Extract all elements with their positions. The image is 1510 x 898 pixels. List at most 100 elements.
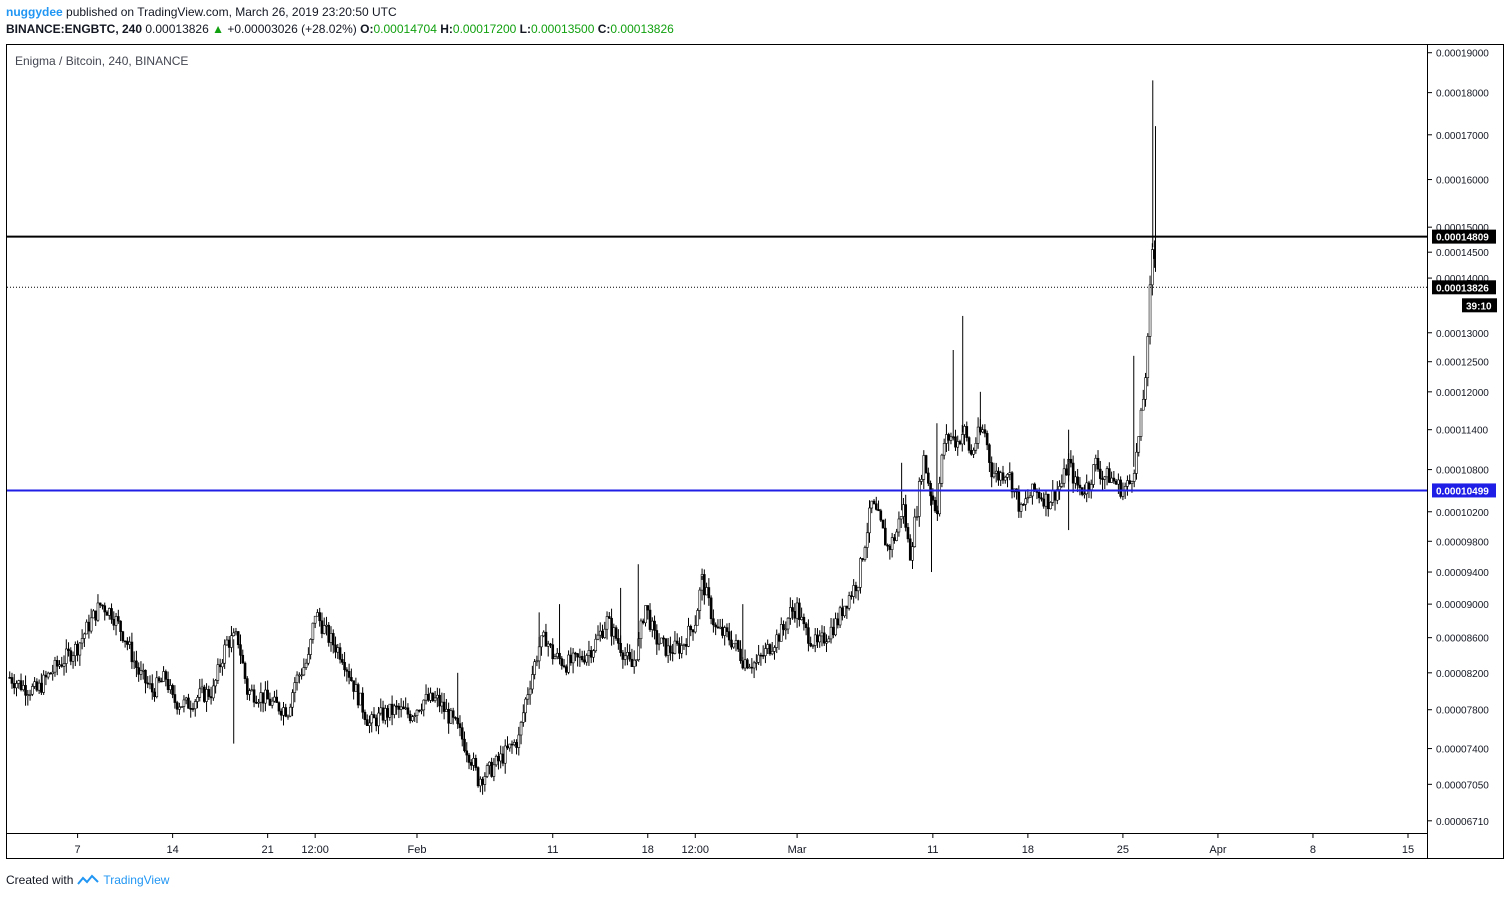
created-with-text: Created with	[6, 873, 74, 887]
candle-body	[10, 677, 14, 684]
candle-body	[963, 426, 966, 435]
candle-body	[155, 677, 159, 698]
candle-body	[279, 710, 283, 716]
candle-body	[40, 682, 43, 693]
candle-body	[85, 621, 88, 635]
candle-body	[732, 643, 736, 648]
candle-body	[96, 602, 100, 621]
candle-body	[571, 652, 575, 664]
candle-body	[291, 692, 294, 708]
candle-body	[110, 608, 113, 620]
candle-body	[103, 605, 107, 613]
candle-body	[960, 434, 964, 445]
candle-body	[902, 504, 905, 517]
candle-body	[510, 743, 514, 746]
y-tick-label: 0.00010800	[1436, 466, 1489, 477]
candle-body	[166, 679, 170, 690]
candle-body	[1044, 493, 1048, 507]
candle-body	[1101, 478, 1104, 480]
candle-body	[917, 481, 921, 517]
y-tick-label: 0.00018000	[1436, 89, 1489, 100]
candles-group	[8, 80, 1156, 795]
candle-body	[994, 470, 998, 474]
candle-body	[347, 671, 351, 678]
candle-body	[225, 639, 229, 646]
candle-body	[83, 633, 86, 639]
candle-body	[1126, 480, 1129, 487]
candle-body	[1051, 489, 1055, 503]
candle-body	[1139, 409, 1143, 437]
candle-body	[608, 616, 611, 619]
candle-body	[752, 662, 756, 669]
candle-body	[716, 626, 720, 629]
candle-body	[221, 662, 224, 668]
tradingview-link[interactable]: TradingView	[103, 873, 170, 887]
candle-body	[92, 610, 95, 619]
candle-body	[899, 516, 903, 520]
candle-body	[460, 727, 464, 740]
change-value: +0.00003026 (+28.02%)	[227, 22, 357, 36]
candle-body	[141, 669, 145, 672]
candle-body	[207, 689, 211, 697]
candle-body	[1053, 489, 1057, 501]
candle-body	[841, 607, 844, 617]
candle-body	[850, 595, 853, 597]
candle-body	[1017, 491, 1021, 512]
candle-body	[759, 654, 763, 657]
last-price: 0.00013826	[145, 22, 209, 36]
candle-body	[881, 519, 885, 529]
candle-body	[610, 617, 613, 637]
candle-body	[662, 637, 665, 640]
candle-body	[300, 674, 303, 677]
candle-body	[44, 674, 48, 678]
candle-body	[617, 638, 620, 644]
candle-body	[119, 620, 122, 632]
candle-body	[922, 455, 926, 480]
tradingview-logo-icon[interactable]	[77, 874, 100, 886]
candle-body	[533, 661, 536, 675]
candle-body	[379, 707, 383, 714]
candle-body	[71, 655, 75, 662]
author-name[interactable]: nuggydee	[6, 5, 63, 19]
candle-body	[784, 628, 788, 631]
candle-body	[112, 619, 116, 626]
candle-body	[741, 660, 745, 669]
candle-body	[139, 670, 143, 675]
candle-body	[1001, 472, 1005, 481]
y-tick-label: 0.00007050	[1436, 780, 1489, 791]
candle-body	[202, 686, 206, 702]
candle-body	[626, 652, 629, 657]
y-tick-label: 0.00013000	[1436, 329, 1489, 340]
candle-body	[334, 644, 337, 653]
candle-body	[997, 470, 1000, 481]
candle-body	[257, 701, 260, 704]
y-tick-label: 0.00011400	[1436, 426, 1489, 437]
candle-body	[313, 615, 317, 624]
candle-body	[1078, 484, 1082, 488]
candle-body	[474, 758, 478, 768]
candle-body	[243, 662, 247, 679]
candle-body	[884, 527, 887, 546]
candle-body	[481, 778, 484, 785]
candle-body	[983, 429, 987, 434]
candle-body	[191, 708, 195, 710]
candle-body	[19, 680, 23, 690]
candle-body	[69, 650, 73, 662]
candle-body	[107, 608, 111, 616]
candle-body	[329, 633, 333, 643]
candle-body	[395, 705, 398, 708]
x-tick-label: 11	[547, 844, 558, 856]
candle-body	[322, 625, 326, 634]
candle-body	[739, 648, 742, 662]
candle-body	[641, 620, 645, 624]
candle-body	[175, 702, 179, 710]
candle-body	[153, 691, 156, 698]
publish-info: nuggydee published on TradingView.com, M…	[6, 5, 397, 19]
x-tick-label: Feb	[407, 844, 426, 856]
candle-body	[1112, 477, 1116, 482]
candle-body	[777, 634, 781, 642]
candle-body	[415, 709, 419, 716]
candle-body	[1069, 458, 1073, 464]
candle-body	[298, 674, 301, 677]
